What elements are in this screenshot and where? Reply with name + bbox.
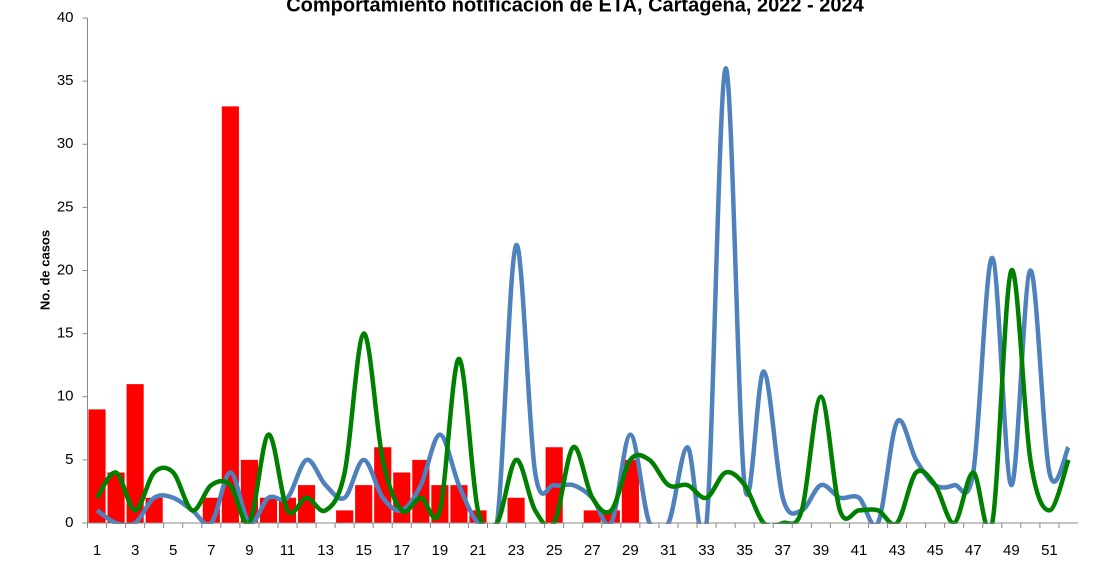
y-tick-label: 10 bbox=[57, 388, 74, 405]
x-tick-label: 37 bbox=[774, 542, 791, 559]
x-tick-label: 45 bbox=[927, 542, 944, 559]
bar bbox=[88, 409, 106, 523]
x-tick-label: 11 bbox=[280, 542, 296, 559]
x-tick-label: 13 bbox=[317, 542, 334, 559]
x-tick-label: 1 bbox=[93, 542, 101, 559]
y-axis-label: No. de casos bbox=[37, 230, 52, 310]
x-tick-label: 27 bbox=[584, 542, 601, 559]
bar bbox=[336, 510, 354, 523]
y-tick-label: 30 bbox=[57, 135, 74, 152]
x-tick-label: 7 bbox=[207, 542, 215, 559]
x-tick-label: 43 bbox=[889, 542, 906, 559]
chart-title: Comportamiento notificación de ETA, Cart… bbox=[286, 0, 864, 16]
x-tick-label: 31 bbox=[660, 542, 677, 559]
x-tick-label: 19 bbox=[432, 542, 449, 559]
x-tick-label: 23 bbox=[508, 542, 525, 559]
line bbox=[95, 268, 1071, 524]
y-tick-label: 15 bbox=[57, 325, 74, 342]
bar bbox=[107, 472, 125, 523]
x-tick-label: 5 bbox=[169, 542, 177, 559]
x-tick-label: 47 bbox=[965, 542, 982, 559]
y-tick-label: 20 bbox=[57, 261, 74, 278]
bar bbox=[507, 497, 525, 523]
x-tick-label: 29 bbox=[622, 542, 639, 559]
x-tick-label: 3 bbox=[131, 542, 139, 559]
bar bbox=[297, 485, 316, 523]
bar bbox=[583, 510, 601, 523]
bar bbox=[221, 106, 239, 523]
x-tick-label: 9 bbox=[245, 542, 253, 559]
y-tick-label: 5 bbox=[65, 451, 73, 468]
bar bbox=[126, 384, 144, 523]
bar bbox=[355, 485, 373, 523]
x-tick-label: 39 bbox=[813, 542, 830, 559]
y-tick-label: 25 bbox=[57, 198, 74, 215]
x-tick-label: 49 bbox=[1003, 542, 1020, 559]
x-tick-label: 41 bbox=[851, 542, 868, 559]
y-tick-label: 35 bbox=[57, 72, 74, 89]
x-tick-label: 51 bbox=[1041, 542, 1058, 559]
x-tick-label: 15 bbox=[355, 542, 372, 559]
x-tick-label: 33 bbox=[698, 542, 715, 559]
x-tick-label: 35 bbox=[736, 542, 753, 559]
x-tick-label: 25 bbox=[546, 542, 563, 559]
x-tick-label: 17 bbox=[393, 542, 410, 559]
y-tick-label: 0 bbox=[65, 514, 73, 531]
x-tick-label: 21 bbox=[470, 542, 487, 559]
y-tick-label: 40 bbox=[57, 9, 74, 26]
